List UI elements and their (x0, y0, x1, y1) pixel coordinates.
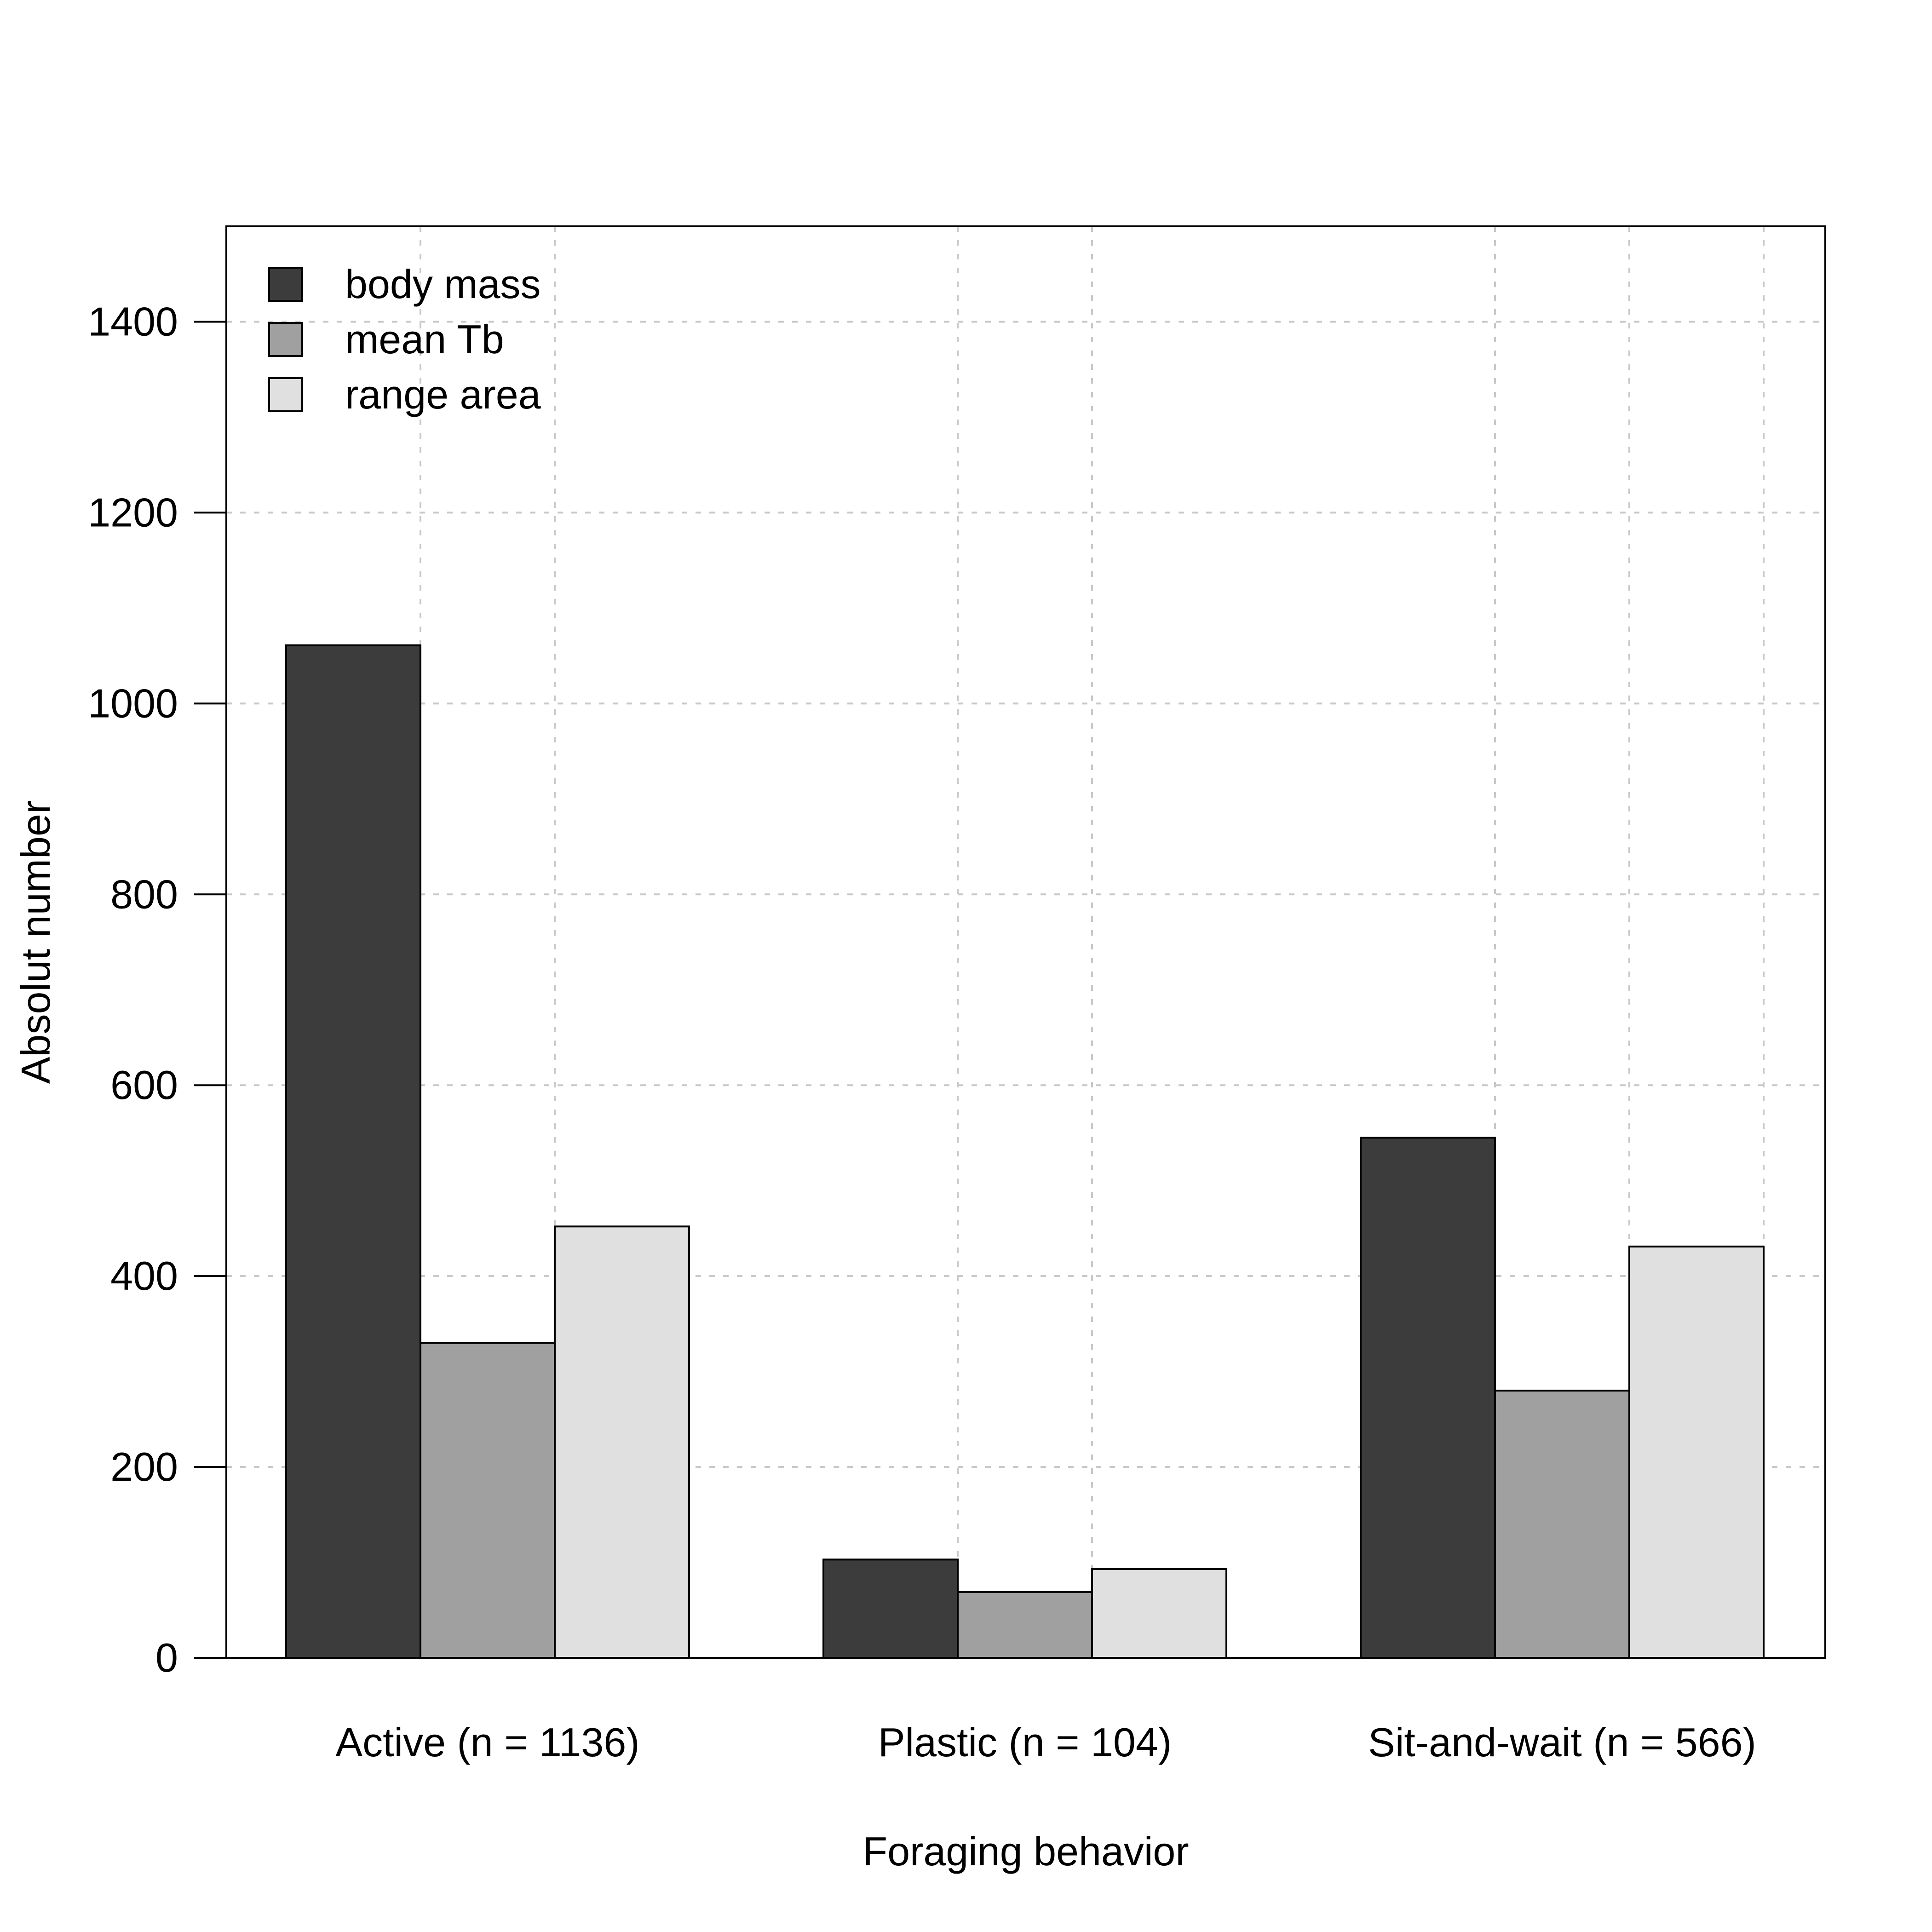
bar-mean-Tb-1 (957, 1591, 1093, 1659)
bar-body-mass-1 (822, 1558, 959, 1659)
bars (285, 644, 1765, 1659)
legend-swatch (268, 377, 303, 412)
y-axis-label: Absolut number (13, 800, 58, 1084)
legend-label: range area (345, 372, 541, 417)
grid (226, 226, 1825, 1658)
bar-mean-Tb-2 (1494, 1390, 1630, 1659)
y-tick-label: 1400 (88, 299, 178, 344)
legend-label: body mass (345, 261, 541, 307)
bar-body-mass-2 (1360, 1137, 1496, 1659)
y-tick-label: 200 (110, 1444, 178, 1489)
legend-swatch (268, 267, 303, 302)
y-tick-label: 0 (155, 1635, 178, 1680)
bar-body-mass-0 (285, 644, 421, 1659)
bar-range-area-0 (554, 1225, 690, 1659)
legend-label: mean Tb (345, 316, 504, 362)
legend-swatch (268, 322, 303, 357)
y-tick-label: 800 (110, 871, 178, 917)
x-tick-label: Plastic (n = 104) (878, 1719, 1172, 1765)
x-axis-label: Foraging behavior (862, 1828, 1189, 1874)
bar-range-area-1 (1091, 1568, 1227, 1659)
y-tick-label: 400 (110, 1253, 178, 1299)
x-axis: Active (n = 1136) Plastic (n = 104) Sit-an… (335, 1719, 1756, 1765)
x-tick-label: Sit-and-wait (n = 566) (1368, 1719, 1756, 1765)
bar-mean-Tb-0 (420, 1342, 556, 1659)
y-tick-label: 1200 (88, 489, 178, 535)
y-tick-label: 600 (110, 1062, 178, 1108)
x-tick-label: Active (n = 1136) (335, 1719, 639, 1765)
y-tick-label: 1000 (88, 680, 178, 726)
y-axis: 0 200 400 600 800 1000 1200 1400 (88, 299, 227, 1680)
legend: body mass mean Tb range area (268, 261, 541, 417)
bar-range-area-2 (1628, 1245, 1765, 1659)
